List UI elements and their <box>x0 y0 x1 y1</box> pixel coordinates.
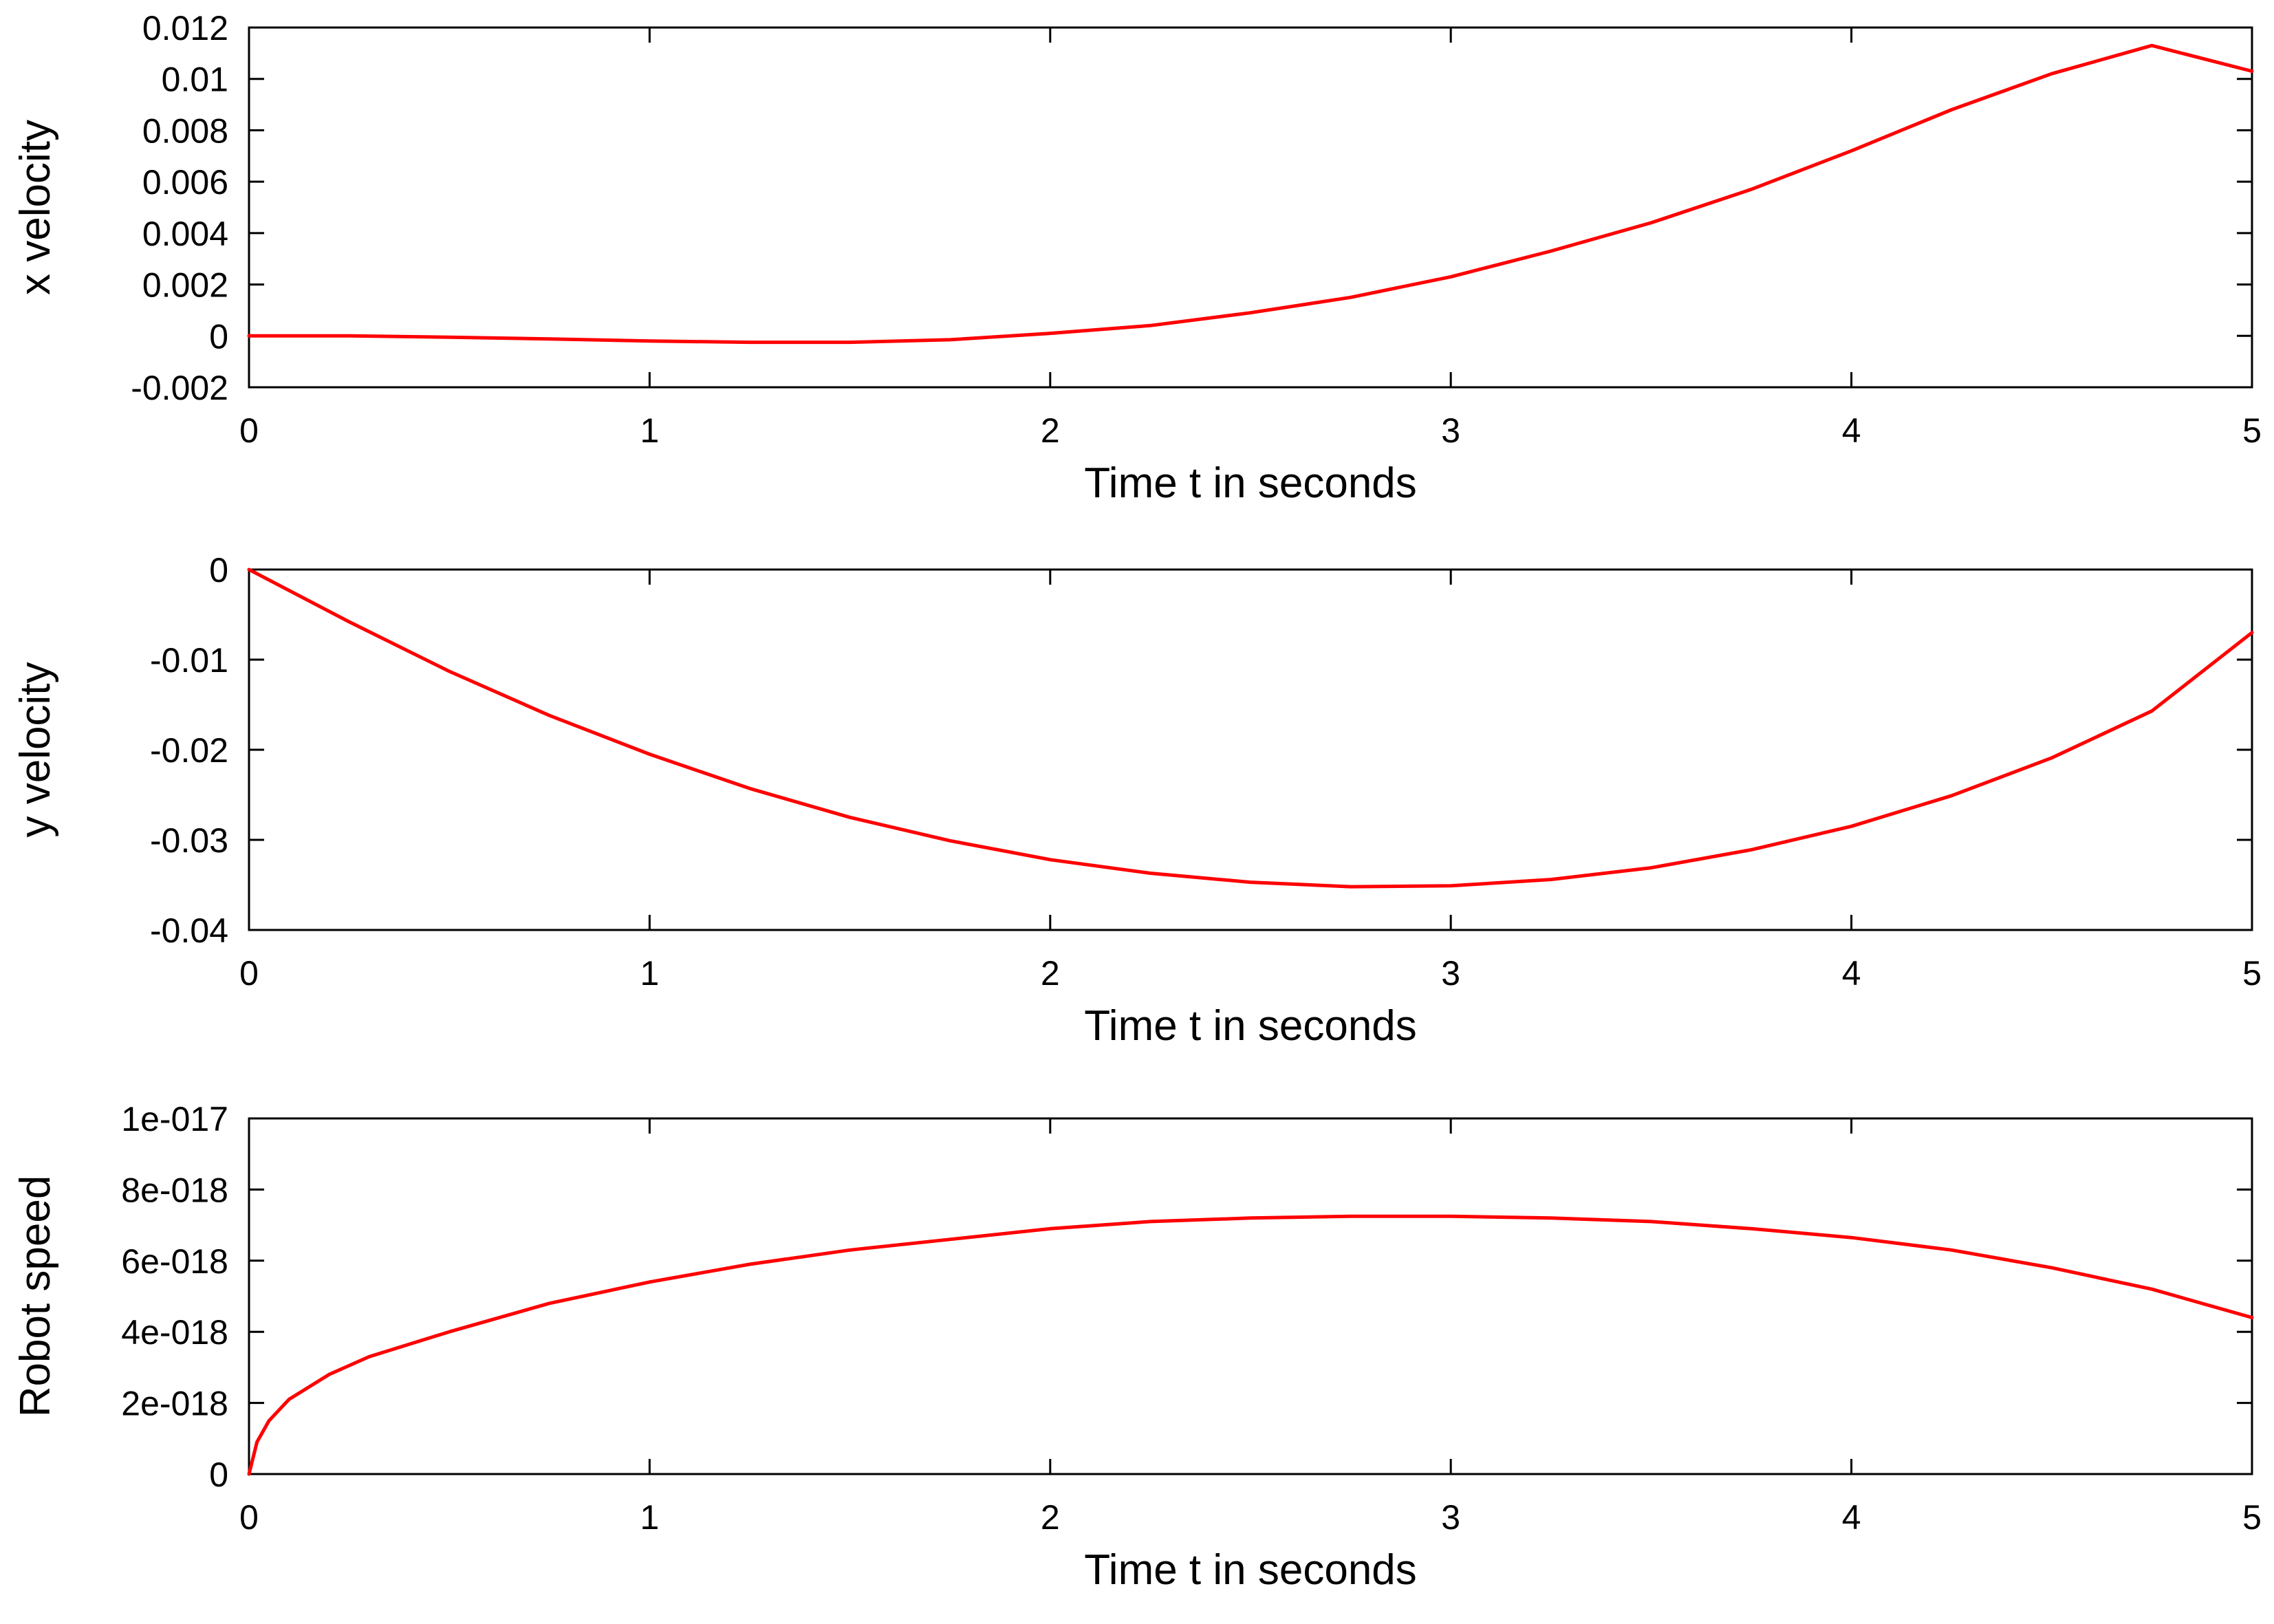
x-tick-label: 1 <box>640 1498 659 1537</box>
y-tick-label: -0.002 <box>131 369 228 407</box>
x-tick-label: 0 <box>239 1498 259 1537</box>
data-line-series-1 <box>247 43 2254 345</box>
y-tick-label: 2e-018 <box>121 1385 228 1423</box>
x-tick-label: 4 <box>1842 1498 1861 1537</box>
y-tick-label: -0.02 <box>150 731 228 770</box>
y-axis-label: x velocity <box>12 120 59 295</box>
x-tick-label: 3 <box>1441 411 1460 450</box>
x-tick-label: 0 <box>239 954 259 993</box>
plot-frame <box>248 568 2253 931</box>
subplot-2: 0 1 2 3 4 5 -0.04 -0.03 -0.02 -0.01 0 Time t in sec… <box>12 551 2262 1050</box>
plot-frame <box>248 26 2253 389</box>
y-tick-label: -0.04 <box>150 911 228 950</box>
data-line-series-1 <box>247 567 2254 889</box>
subplot-3: 0 1 2 3 4 5 0 2e-018 4e-018 6e-018 8e-018 1e-017 Tim… <box>12 1100 2262 1594</box>
x-tick-label: 2 <box>1041 954 1060 993</box>
y-tick-label: 4e-018 <box>121 1313 228 1352</box>
y-tick-label: 6e-018 <box>121 1242 228 1281</box>
x-tick-label: 0 <box>239 411 259 450</box>
x-tick-label: 5 <box>2242 1498 2262 1537</box>
y-tick-label: 0 <box>209 317 228 356</box>
x-tick-label: 3 <box>1441 954 1460 993</box>
y-tick-label: 0.01 <box>162 61 228 99</box>
y-tick-label: -0.03 <box>150 821 228 860</box>
plot-frame <box>248 1117 2253 1475</box>
x-tick-label: 5 <box>2242 411 2262 450</box>
y-axis-label: y velocity <box>12 662 59 838</box>
x-tick-label: 4 <box>1842 411 1861 450</box>
y-tick-label: -0.01 <box>150 641 228 680</box>
y-tick-label: 0.002 <box>142 266 228 305</box>
x-tick-label: 2 <box>1041 1498 1060 1537</box>
y-tick-label: 0.004 <box>142 215 228 253</box>
x-tick-label: 2 <box>1041 411 1060 450</box>
subplot-1: 0 1 2 3 4 5 -0.002 0 0.002 0.004 0.006 0.008 0.01 0.0… <box>12 9 2262 507</box>
y-tick-label: 1e-017 <box>121 1100 228 1138</box>
x-tick-label: 1 <box>640 954 659 993</box>
y-tick-label: 0.012 <box>142 9 228 47</box>
x-axis-label: Time t in seconds <box>1084 459 1417 507</box>
y-tick-label: 0 <box>209 1455 228 1494</box>
x-tick-label: 5 <box>2242 954 2262 993</box>
data-line-series-1 <box>247 1214 2254 1476</box>
y-axis-label: Robot speed <box>12 1176 59 1418</box>
x-tick-label: 3 <box>1441 1498 1460 1537</box>
y-tick-label: 0.006 <box>142 163 228 202</box>
x-tick-label: 4 <box>1842 954 1861 993</box>
y-tick-label: 0.008 <box>142 111 228 150</box>
x-tick-label: 1 <box>640 411 659 450</box>
y-tick-label: 0 <box>209 551 228 589</box>
x-axis-label: Time t in seconds <box>1084 1546 1417 1594</box>
y-tick-label: 8e-018 <box>121 1171 228 1209</box>
x-axis-label: Time t in seconds <box>1084 1002 1417 1050</box>
